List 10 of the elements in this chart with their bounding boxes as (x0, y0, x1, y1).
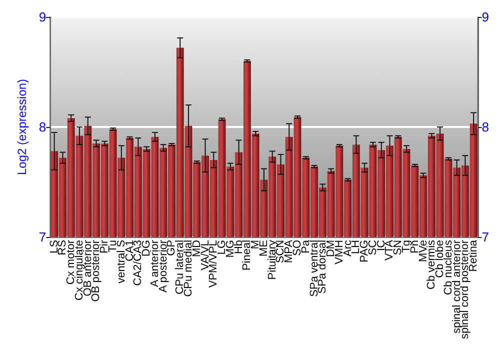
y-tick-label: 8 (38, 119, 46, 134)
y2-tick-label: 9 (482, 10, 490, 24)
y-tick-label: 9 (38, 10, 46, 24)
y-tick-label: 7 (38, 229, 46, 244)
x-tick-label: A posterior (157, 240, 170, 293)
x-tick-label: Tg (400, 240, 412, 253)
y2-tick-label: 7 (482, 229, 490, 244)
y-axis-title: Log2 (expression) (15, 78, 29, 176)
x-tick-label: OB posterior (90, 240, 102, 302)
y2-tick-label: 8 (482, 119, 490, 134)
